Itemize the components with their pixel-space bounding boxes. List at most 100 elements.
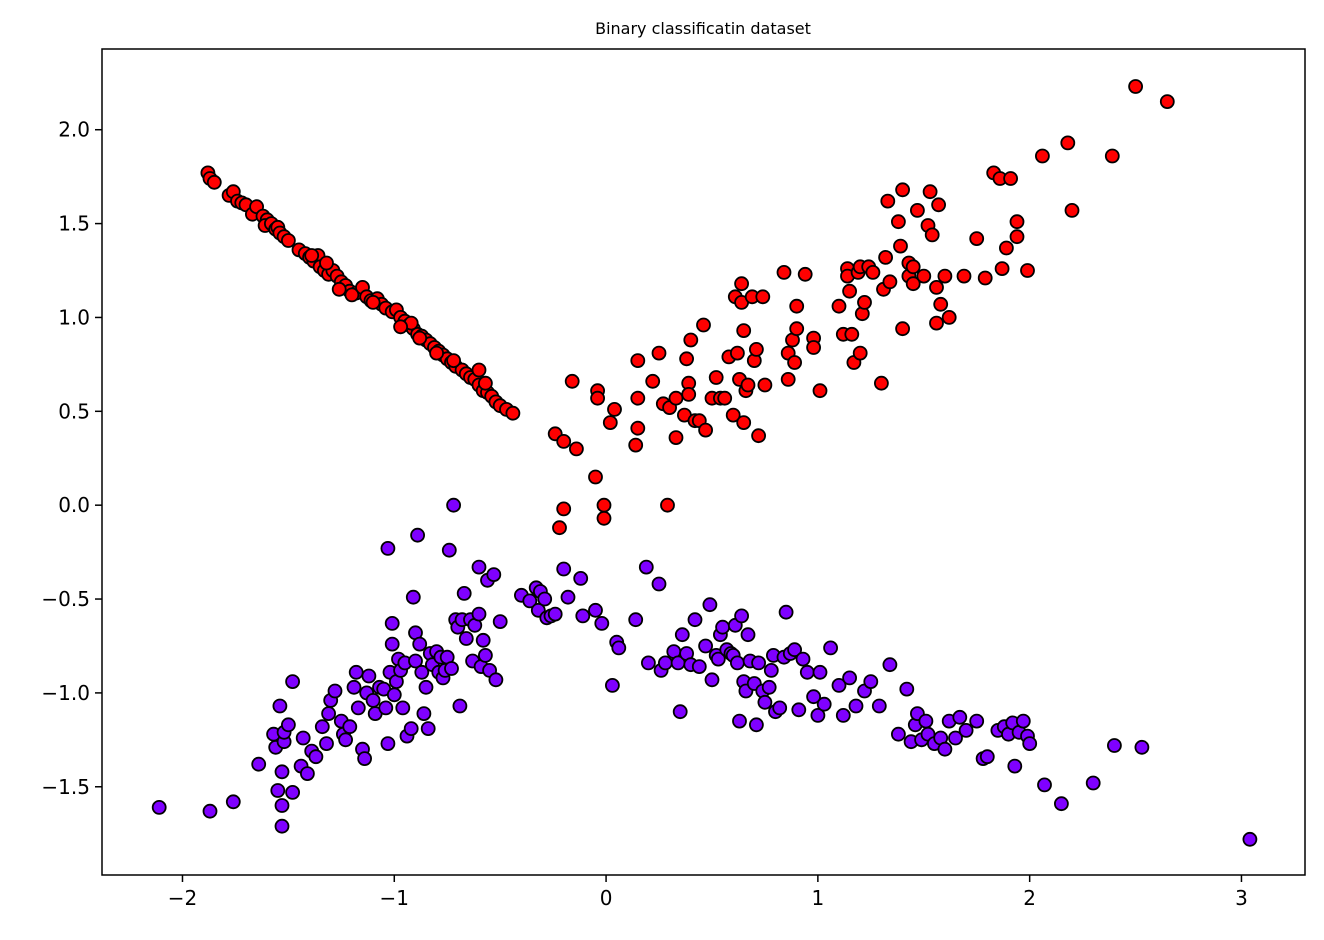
data-point — [929, 315, 944, 331]
data-point — [441, 542, 457, 558]
data-point — [865, 264, 881, 280]
data-point — [658, 655, 673, 671]
data-point — [492, 614, 508, 629]
points-layer — [151, 79, 1258, 847]
data-point — [969, 713, 985, 729]
data-point — [1060, 135, 1076, 151]
data-point — [575, 608, 591, 624]
data-point — [552, 520, 567, 536]
data-point — [691, 659, 707, 674]
data-point — [314, 719, 330, 735]
data-point — [412, 330, 428, 346]
data-point — [755, 289, 771, 305]
data-point — [789, 298, 805, 314]
data-point — [871, 698, 887, 714]
data-point — [891, 726, 906, 742]
data-point — [730, 655, 745, 671]
data-point — [384, 616, 400, 631]
data-point — [929, 279, 944, 295]
data-point — [698, 422, 713, 438]
data-point — [878, 249, 893, 265]
data-point — [556, 561, 572, 577]
data-point — [346, 679, 362, 695]
data-point — [471, 559, 487, 575]
data-point — [630, 390, 646, 406]
data-point — [1064, 202, 1080, 218]
data-point — [787, 355, 802, 370]
data-point — [905, 276, 921, 292]
data-point — [630, 353, 646, 369]
data-point — [418, 679, 434, 695]
data-point — [797, 266, 813, 282]
data-point — [274, 818, 290, 834]
data-point — [789, 321, 805, 337]
data-point — [979, 749, 995, 765]
data-point — [806, 689, 821, 705]
data-point — [488, 672, 504, 688]
x-tick-label: 1 — [812, 886, 825, 910]
data-point — [882, 657, 898, 673]
data-point — [594, 616, 610, 631]
data-point — [319, 255, 334, 271]
data-point — [823, 640, 838, 656]
data-point — [1020, 263, 1035, 278]
data-point — [452, 698, 468, 714]
data-point — [596, 497, 612, 513]
data-point — [660, 497, 675, 513]
data-point — [350, 700, 366, 716]
data-point — [761, 679, 777, 695]
data-point — [365, 693, 381, 708]
data-point — [910, 202, 925, 218]
data-point — [806, 340, 821, 355]
data-point — [630, 420, 646, 436]
data-point — [905, 259, 921, 275]
data-point — [380, 541, 396, 556]
data-point — [456, 586, 472, 601]
data-point — [831, 298, 847, 314]
data-point — [895, 321, 910, 337]
data-point — [588, 602, 603, 618]
data-point — [999, 240, 1014, 256]
chart-title: Binary classificatin dataset — [595, 19, 811, 38]
data-point — [477, 375, 493, 391]
data-point — [1104, 148, 1120, 164]
data-point — [730, 345, 745, 361]
data-point — [736, 323, 752, 339]
data-point — [321, 706, 337, 721]
data-point — [816, 696, 832, 712]
x-tick-label: −2 — [168, 886, 197, 910]
data-point — [308, 749, 324, 765]
data-point — [937, 268, 953, 284]
data-point — [270, 783, 286, 798]
data-point — [874, 375, 889, 391]
data-point — [708, 370, 724, 385]
data-point — [740, 377, 756, 393]
data-point — [274, 764, 290, 780]
data-point — [763, 663, 779, 678]
data-point — [952, 709, 968, 725]
data-point — [895, 182, 910, 198]
data-point — [734, 608, 749, 624]
data-point — [1009, 229, 1025, 245]
y-tick-label: 1.0 — [58, 305, 90, 329]
data-point — [842, 670, 857, 686]
data-point — [560, 589, 576, 605]
data-point — [1242, 831, 1258, 847]
data-point — [715, 619, 730, 635]
data-point — [378, 700, 394, 716]
data-point — [672, 704, 688, 720]
data-point — [458, 631, 474, 646]
data-point — [1134, 739, 1150, 755]
series-0 — [200, 79, 1175, 536]
data-point — [342, 719, 358, 735]
data-point — [611, 640, 627, 656]
data-point — [1107, 738, 1122, 753]
data-point — [446, 353, 462, 369]
data-point — [1015, 713, 1031, 729]
data-point — [842, 283, 857, 299]
data-point — [668, 390, 684, 406]
data-point — [522, 593, 538, 609]
data-point — [681, 386, 697, 402]
x-tick-label: −1 — [380, 886, 409, 910]
data-point — [1009, 214, 1025, 230]
